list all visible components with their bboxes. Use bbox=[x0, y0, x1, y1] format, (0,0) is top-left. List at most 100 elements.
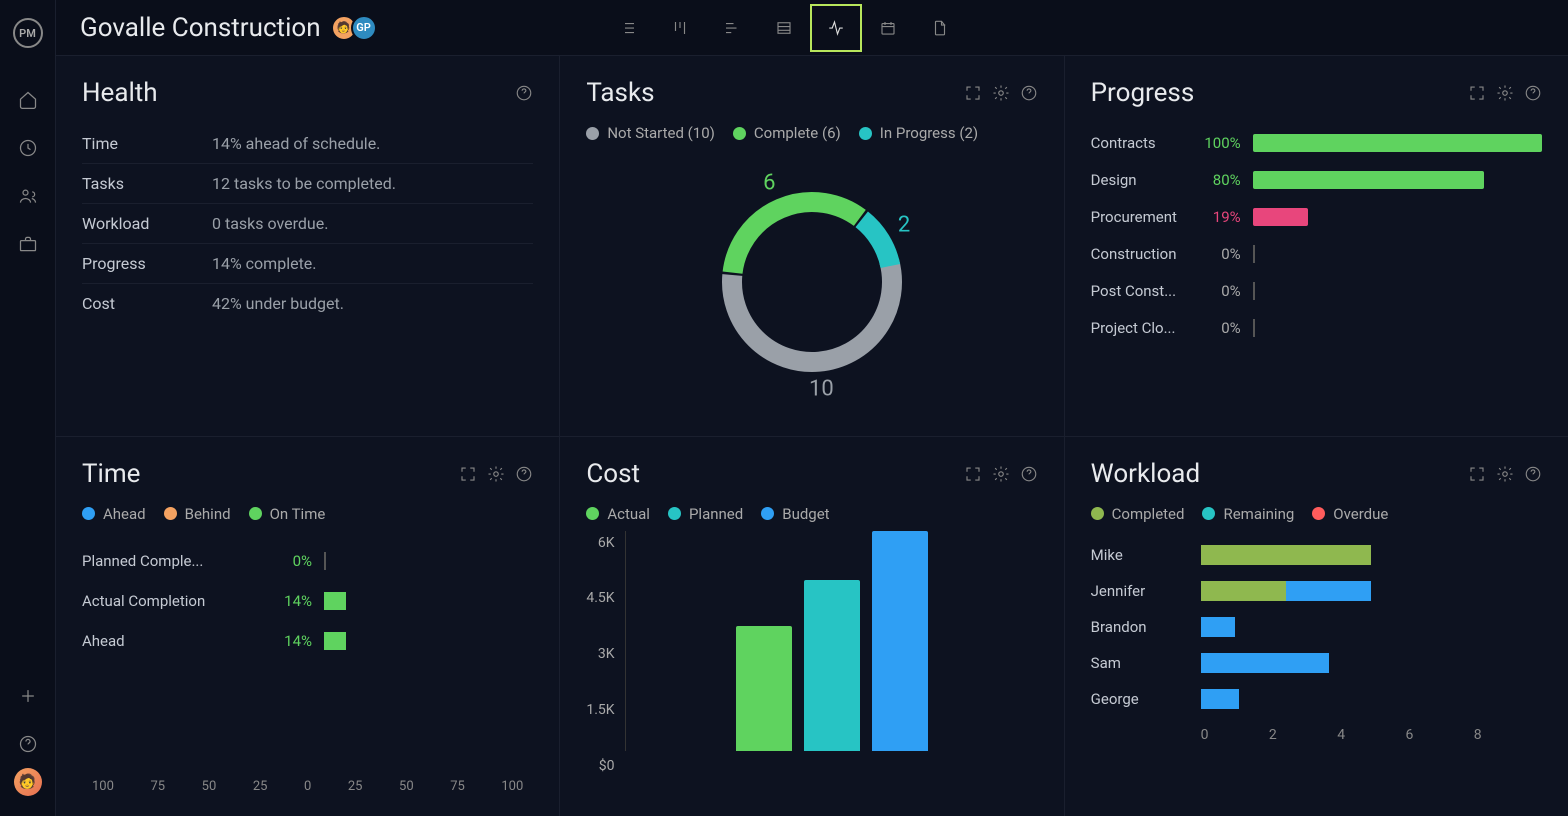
progress-bar-track bbox=[1253, 319, 1542, 337]
progress-name: Design bbox=[1091, 171, 1191, 189]
workload-row: Jennifer bbox=[1091, 573, 1542, 609]
nav-users-icon[interactable] bbox=[0, 172, 56, 220]
user-avatar[interactable]: 🧑 bbox=[14, 768, 42, 796]
legend-swatch bbox=[586, 507, 599, 520]
nav-clock-icon[interactable] bbox=[0, 124, 56, 172]
progress-pct: 0% bbox=[1191, 282, 1241, 300]
progress-pct: 19% bbox=[1191, 208, 1241, 226]
legend-label: Ahead bbox=[103, 505, 146, 523]
gear-icon[interactable] bbox=[1496, 465, 1514, 483]
cost-ytick: 3K bbox=[598, 646, 615, 662]
app-logo[interactable]: PM bbox=[13, 18, 43, 48]
time-axis-tick: 25 bbox=[348, 779, 363, 794]
legend-swatch bbox=[249, 507, 262, 520]
health-row: Workload 0 tasks overdue. bbox=[82, 204, 533, 244]
view-tab-list[interactable] bbox=[602, 4, 654, 52]
cost-legend: Actual Planned Budget bbox=[586, 505, 1037, 523]
cost-bar bbox=[804, 580, 860, 751]
health-title: Health bbox=[82, 78, 158, 108]
dashboard-grid: Health Time 14% ahead of schedule. Tasks… bbox=[56, 56, 1568, 816]
main: Govalle Construction 🧑GP Health Time 14%… bbox=[56, 0, 1568, 816]
help-icon[interactable] bbox=[515, 465, 533, 483]
nav-help-icon[interactable] bbox=[0, 720, 56, 768]
time-row: Actual Completion 14% bbox=[82, 581, 533, 621]
help-icon[interactable] bbox=[1020, 84, 1038, 102]
time-row: Planned Comple... 0% bbox=[82, 541, 533, 581]
avatar-group[interactable]: 🧑GP bbox=[337, 15, 377, 41]
progress-title: Progress bbox=[1091, 78, 1195, 108]
health-label: Time bbox=[82, 134, 212, 153]
help-icon[interactable] bbox=[515, 84, 533, 102]
legend-label: In Progress (2) bbox=[880, 124, 978, 142]
time-bar-fill bbox=[324, 632, 346, 650]
view-tab-table[interactable] bbox=[758, 4, 810, 52]
workload-segment bbox=[1201, 545, 1372, 565]
progress-row: Post Const... 0% bbox=[1091, 272, 1542, 309]
view-tab-gantt[interactable] bbox=[706, 4, 758, 52]
legend-label: Behind bbox=[185, 505, 231, 523]
health-value: 14% complete. bbox=[212, 254, 317, 273]
progress-name: Post Const... bbox=[1091, 282, 1191, 300]
progress-bar-track bbox=[1253, 208, 1542, 226]
workload-title: Workload bbox=[1091, 459, 1200, 489]
view-tab-board[interactable] bbox=[654, 4, 706, 52]
legend-swatch bbox=[586, 127, 599, 140]
view-tab-pulse[interactable] bbox=[810, 4, 862, 52]
progress-row: Design 80% bbox=[1091, 161, 1542, 198]
health-value: 0 tasks overdue. bbox=[212, 214, 328, 233]
legend-item: Completed bbox=[1091, 505, 1185, 523]
time-axis-tick: 100 bbox=[501, 779, 523, 794]
view-tab-calendar[interactable] bbox=[862, 4, 914, 52]
avatar-chip[interactable]: GP bbox=[351, 15, 377, 41]
time-pct: 14% bbox=[262, 592, 312, 610]
time-name: Ahead bbox=[82, 632, 262, 650]
cost-ytick: 1.5K bbox=[586, 702, 614, 718]
expand-icon[interactable] bbox=[1468, 84, 1486, 102]
donut-value-label: 2 bbox=[898, 213, 910, 238]
sidebar: PM 🧑 bbox=[0, 0, 56, 816]
progress-bar-fill bbox=[1253, 134, 1542, 152]
nav-home-icon[interactable] bbox=[0, 76, 56, 124]
gear-icon[interactable] bbox=[992, 465, 1010, 483]
expand-icon[interactable] bbox=[459, 465, 477, 483]
progress-name: Construction bbox=[1091, 245, 1191, 263]
time-axis-tick: 50 bbox=[202, 779, 217, 794]
gear-icon[interactable] bbox=[1496, 84, 1514, 102]
legend-swatch bbox=[164, 507, 177, 520]
legend-label: Actual bbox=[607, 505, 650, 523]
progress-name: Contracts bbox=[1091, 134, 1191, 152]
expand-icon[interactable] bbox=[964, 465, 982, 483]
legend-swatch bbox=[668, 507, 681, 520]
progress-name: Project Clo... bbox=[1091, 319, 1191, 337]
time-bar-fill bbox=[324, 592, 346, 610]
time-axis-tick: 25 bbox=[253, 779, 268, 794]
view-tabs bbox=[602, 4, 966, 52]
time-zero-tick bbox=[324, 552, 326, 570]
workload-segment bbox=[1286, 581, 1371, 601]
progress-bar-fill bbox=[1253, 171, 1484, 189]
help-icon[interactable] bbox=[1524, 465, 1542, 483]
legend-item: Budget bbox=[761, 505, 829, 523]
progress-zero-tick bbox=[1253, 245, 1255, 263]
gear-icon[interactable] bbox=[992, 84, 1010, 102]
legend-item: Not Started (10) bbox=[586, 124, 715, 142]
cost-bar bbox=[736, 626, 792, 751]
nav-briefcase-icon[interactable] bbox=[0, 220, 56, 268]
health-label: Tasks bbox=[82, 174, 212, 193]
expand-icon[interactable] bbox=[1468, 465, 1486, 483]
help-icon[interactable] bbox=[1524, 84, 1542, 102]
workload-axis: 02468 bbox=[1091, 727, 1542, 743]
help-icon[interactable] bbox=[1020, 465, 1038, 483]
nav-plus-icon[interactable] bbox=[0, 672, 56, 720]
expand-icon[interactable] bbox=[964, 84, 982, 102]
view-tab-file[interactable] bbox=[914, 4, 966, 52]
time-card: Time Ahead Behind On Time Planned Comple… bbox=[56, 437, 559, 816]
legend-item: Complete (6) bbox=[733, 124, 841, 142]
time-name: Planned Comple... bbox=[82, 552, 262, 570]
project-title: Govalle Construction bbox=[80, 13, 321, 43]
workload-row: Brandon bbox=[1091, 609, 1542, 645]
time-name: Actual Completion bbox=[82, 592, 262, 610]
time-legend: Ahead Behind On Time bbox=[82, 505, 533, 523]
cost-bars bbox=[625, 531, 1038, 751]
gear-icon[interactable] bbox=[487, 465, 505, 483]
